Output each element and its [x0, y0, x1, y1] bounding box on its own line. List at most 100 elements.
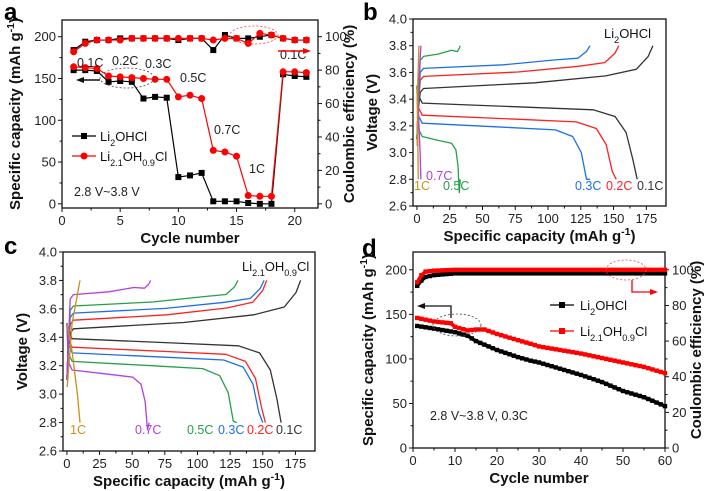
data-point: [81, 39, 89, 47]
data-point: [646, 271, 651, 276]
data-point: [427, 325, 432, 331]
y-axis-label: Voltage (V): [14, 313, 31, 390]
x-tick-label: 150: [603, 211, 625, 226]
x-tick-label: 60: [658, 453, 672, 468]
data-point: [93, 36, 101, 44]
data-point: [174, 34, 182, 42]
data-point: [641, 364, 647, 370]
y2-axis-label: Coulombic efficiency (%): [688, 261, 705, 439]
data-point: [478, 271, 483, 276]
y-tick-label: 0: [400, 441, 407, 456]
data-point: [633, 362, 638, 368]
data-point: [499, 349, 504, 354]
y2-tick-label: 40: [325, 129, 339, 144]
data-point: [612, 385, 617, 390]
x-tick-label: 100: [187, 456, 209, 471]
legend-label-part: 0.9: [142, 158, 155, 168]
panel-label: a: [4, 0, 18, 26]
data-point: [465, 267, 470, 273]
data-point: [303, 73, 310, 80]
sample-label-part: OH: [265, 259, 285, 274]
data-point: [494, 271, 500, 276]
data-point: [662, 370, 668, 376]
data-point: [469, 327, 474, 333]
data-point: [562, 348, 567, 353]
data-point: [641, 267, 647, 273]
data-point: [549, 346, 554, 351]
data-point: [427, 273, 432, 279]
data-point: [520, 271, 525, 276]
data-point: [528, 358, 533, 363]
data-point: [562, 271, 567, 276]
discharge-curve: [66, 323, 264, 423]
data-point: [116, 36, 124, 44]
x-tick-label: 0: [409, 453, 416, 468]
data-point: [658, 369, 663, 375]
legend-label-part: Cl: [155, 149, 167, 164]
legend-label-part: Li: [580, 298, 590, 313]
legend-marker: [559, 302, 565, 308]
y-tick-label: 100: [385, 351, 407, 366]
highlight-ellipse: [605, 259, 647, 281]
rate-label: 0.1C: [276, 423, 302, 437]
data-point: [515, 271, 521, 276]
data-point: [562, 367, 567, 373]
data-point: [557, 267, 563, 273]
data-point: [452, 267, 458, 273]
y-tick-label: 4.0: [39, 245, 57, 260]
arrow-head-icon: [303, 48, 311, 54]
data-point: [520, 267, 525, 273]
data-point: [570, 271, 575, 276]
panel-c: 0 25 50 75 100 125 150 175 2.6 2.8 3.0 3.2 3.4 3.6 3.8…: [4, 233, 316, 490]
legend-label-part: 2: [590, 307, 595, 317]
data-point: [650, 367, 655, 372]
data-point: [595, 378, 600, 383]
data-point: [440, 272, 445, 277]
data-point: [608, 357, 613, 362]
data-point: [583, 374, 588, 379]
y-tick-label: 2.6: [389, 199, 407, 214]
data-point: [436, 272, 441, 278]
data-point: [469, 336, 474, 341]
data-point: [536, 267, 542, 273]
x-tick-label: 75: [508, 211, 522, 226]
data-point: [511, 267, 516, 273]
y2-tick-label: 0: [325, 196, 332, 211]
data-point: [650, 271, 655, 276]
data-point: [431, 272, 437, 278]
data-point: [198, 169, 205, 176]
charge-curve: [416, 45, 591, 140]
legend-label-part: 2: [110, 138, 115, 148]
data-point: [423, 325, 428, 330]
data-point: [528, 267, 533, 273]
x-tick-label: 30: [532, 453, 546, 468]
x-tick-label: 50: [475, 211, 489, 226]
data-point: [174, 93, 182, 101]
data-point: [591, 267, 596, 273]
data-point: [578, 372, 584, 378]
data-point: [633, 392, 638, 397]
data-point: [524, 357, 529, 362]
data-point: [620, 267, 626, 273]
data-point: [507, 335, 512, 340]
rate-label: 0.2C: [112, 54, 138, 68]
data-point: [503, 334, 508, 339]
data-point: [528, 271, 533, 276]
x-tick-label: 25: [442, 211, 456, 226]
data-point: [457, 271, 462, 276]
y2-tick-label: 20: [325, 163, 339, 178]
rate-label: 0.1C: [77, 56, 103, 70]
data-point: [553, 271, 558, 276]
data-point: [637, 363, 642, 369]
data-point: [461, 327, 466, 332]
data-point: [81, 64, 89, 72]
y-tick-label: 3.6: [39, 301, 57, 316]
data-point: [599, 379, 605, 385]
x-tick-label: 20: [490, 453, 504, 468]
x-axis-label-part: Cycle number: [140, 230, 239, 247]
y2-tick-label: 0: [672, 441, 679, 456]
x-tick-label: 50: [616, 453, 630, 468]
data-point: [650, 398, 655, 403]
x-tick-label: 20: [287, 213, 301, 228]
